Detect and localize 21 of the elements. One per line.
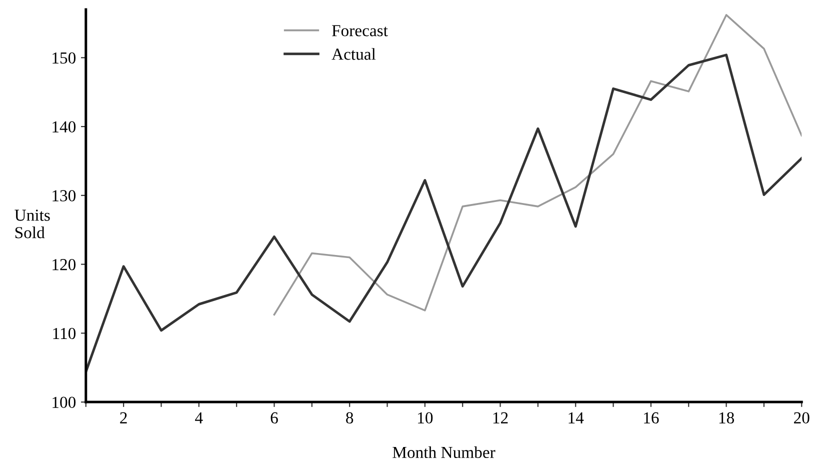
x-tick-label: 16	[644, 412, 659, 424]
x-tick-label: 10	[418, 412, 433, 424]
y-tick-label: 130	[52, 190, 76, 202]
x-tick-label: 20	[794, 412, 810, 424]
x-axis-title: Month Number	[392, 446, 496, 458]
x-tick-label: 4	[195, 412, 203, 424]
legend-label: Actual	[332, 48, 376, 60]
x-tick-label: 6	[270, 412, 278, 424]
y-tick-label: 150	[52, 52, 76, 64]
y-axis-title: Units Sold	[14, 210, 50, 238]
y-tick-label: 140	[52, 121, 76, 132]
legend-label: Forecast	[332, 25, 388, 36]
x-tick-label: 12	[493, 412, 508, 424]
x-tick-label: 8	[346, 412, 354, 424]
y-tick-label: 120	[52, 259, 76, 270]
x-tick-label: 18	[719, 412, 734, 424]
line-series	[273, 14, 802, 316]
x-tick-label: 14	[568, 412, 584, 424]
y-tick-label: 100	[52, 396, 76, 408]
x-tick-label: 2	[120, 412, 127, 424]
y-tick-label: 110	[53, 328, 76, 340]
